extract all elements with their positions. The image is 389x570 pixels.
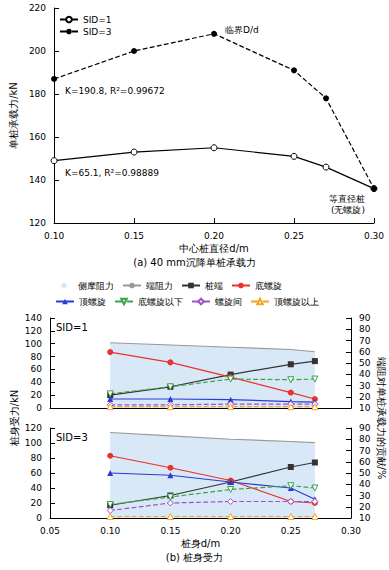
svg-text:中心桩直径d/m: 中心桩直径d/m — [179, 243, 248, 254]
svg-text:60: 60 — [31, 468, 43, 478]
svg-text:200: 200 — [29, 46, 46, 56]
svg-text:0.25: 0.25 — [281, 526, 301, 536]
svg-text:(a) 40 mm沉降单桩承载力: (a) 40 mm沉降单桩承载力 — [133, 257, 256, 268]
svg-text:螺旋间: 螺旋间 — [215, 297, 242, 307]
svg-text:60: 60 — [31, 364, 43, 374]
svg-text:140: 140 — [29, 175, 46, 185]
svg-text:SID=3: SID=3 — [83, 27, 112, 37]
svg-text:顶螺旋: 顶螺旋 — [79, 297, 106, 307]
svg-text:100: 100 — [25, 339, 42, 349]
svg-text:0.10: 0.10 — [100, 526, 120, 536]
svg-text:侧摩阻力: 侧摩阻力 — [78, 281, 114, 291]
svg-text:80: 80 — [359, 434, 371, 444]
svg-text:40: 40 — [359, 479, 371, 489]
svg-text:140: 140 — [25, 313, 42, 323]
svg-text:20: 20 — [359, 502, 371, 512]
svg-text:20: 20 — [359, 392, 371, 402]
svg-text:40: 40 — [31, 483, 43, 493]
svg-text:20: 20 — [31, 390, 43, 400]
svg-text:90: 90 — [359, 313, 371, 323]
svg-text:50: 50 — [359, 358, 371, 368]
svg-text:0: 0 — [36, 403, 42, 413]
svg-text:100: 100 — [25, 438, 42, 448]
svg-text:底螺旋: 底螺旋 — [255, 281, 282, 291]
svg-text:0.30: 0.30 — [364, 231, 384, 241]
svg-text:160: 160 — [29, 132, 46, 142]
svg-text:80: 80 — [31, 352, 43, 362]
svg-text:顶螺旋以上: 顶螺旋以上 — [274, 297, 319, 307]
svg-text:0.15: 0.15 — [160, 526, 180, 536]
svg-text:60: 60 — [359, 457, 371, 467]
svg-text:180: 180 — [29, 89, 46, 99]
svg-text:0.20: 0.20 — [204, 231, 224, 241]
svg-text:90: 90 — [359, 423, 371, 433]
svg-text:桩身受力/kN: 桩身受力/kN — [9, 390, 20, 448]
svg-text:临界D/d: 临界D/d — [225, 25, 259, 35]
svg-text:70: 70 — [359, 446, 371, 456]
svg-text:SID=1: SID=1 — [83, 15, 112, 25]
svg-text:120: 120 — [25, 423, 42, 433]
svg-text:桩身d/m: 桩身d/m — [180, 538, 220, 549]
svg-text:等直径桩: 等直径桩 — [329, 194, 365, 204]
svg-text:80: 80 — [31, 453, 43, 463]
svg-text:80: 80 — [359, 324, 371, 334]
svg-text:220: 220 — [29, 3, 46, 13]
svg-text:K=65.1, R²=0.98889: K=65.1, R²=0.98889 — [65, 168, 159, 178]
svg-text:20: 20 — [31, 498, 43, 508]
svg-text:0.20: 0.20 — [221, 526, 241, 536]
svg-text:端阻力: 端阻力 — [146, 281, 173, 291]
svg-text:40: 40 — [31, 377, 43, 387]
svg-text:端阻对单桩承载力的贡献/%: 端阻对单桩承载力的贡献/% — [376, 357, 387, 480]
svg-text:SID=1: SID=1 — [56, 322, 88, 333]
svg-text:0.10: 0.10 — [44, 231, 64, 241]
svg-text:50: 50 — [359, 468, 371, 478]
svg-text:(无螺旋): (无螺旋) — [331, 205, 365, 215]
svg-text:120: 120 — [29, 218, 46, 228]
svg-text:10: 10 — [359, 403, 371, 413]
svg-text:10: 10 — [359, 513, 371, 523]
svg-text:0.25: 0.25 — [284, 231, 304, 241]
svg-text:底螺旋以下: 底螺旋以下 — [138, 297, 183, 307]
svg-text:40: 40 — [359, 369, 371, 379]
svg-text:K=190.8, R²=0.99672: K=190.8, R²=0.99672 — [65, 86, 165, 96]
svg-text:70: 70 — [359, 336, 371, 346]
svg-text:0.05: 0.05 — [40, 526, 60, 536]
svg-text:桩端: 桩端 — [204, 281, 223, 291]
svg-text:SID=3: SID=3 — [56, 432, 88, 443]
svg-text:(b) 桩身受力: (b) 桩身受力 — [166, 552, 223, 563]
svg-text:60: 60 — [359, 347, 371, 357]
svg-text:30: 30 — [359, 491, 371, 501]
svg-text:0: 0 — [36, 513, 42, 523]
svg-text:0.15: 0.15 — [124, 231, 144, 241]
svg-text:120: 120 — [25, 326, 42, 336]
svg-text:单桩承载力/kN: 单桩承载力/kN — [8, 82, 19, 149]
svg-text:0.30: 0.30 — [341, 526, 361, 536]
svg-text:30: 30 — [359, 381, 371, 391]
